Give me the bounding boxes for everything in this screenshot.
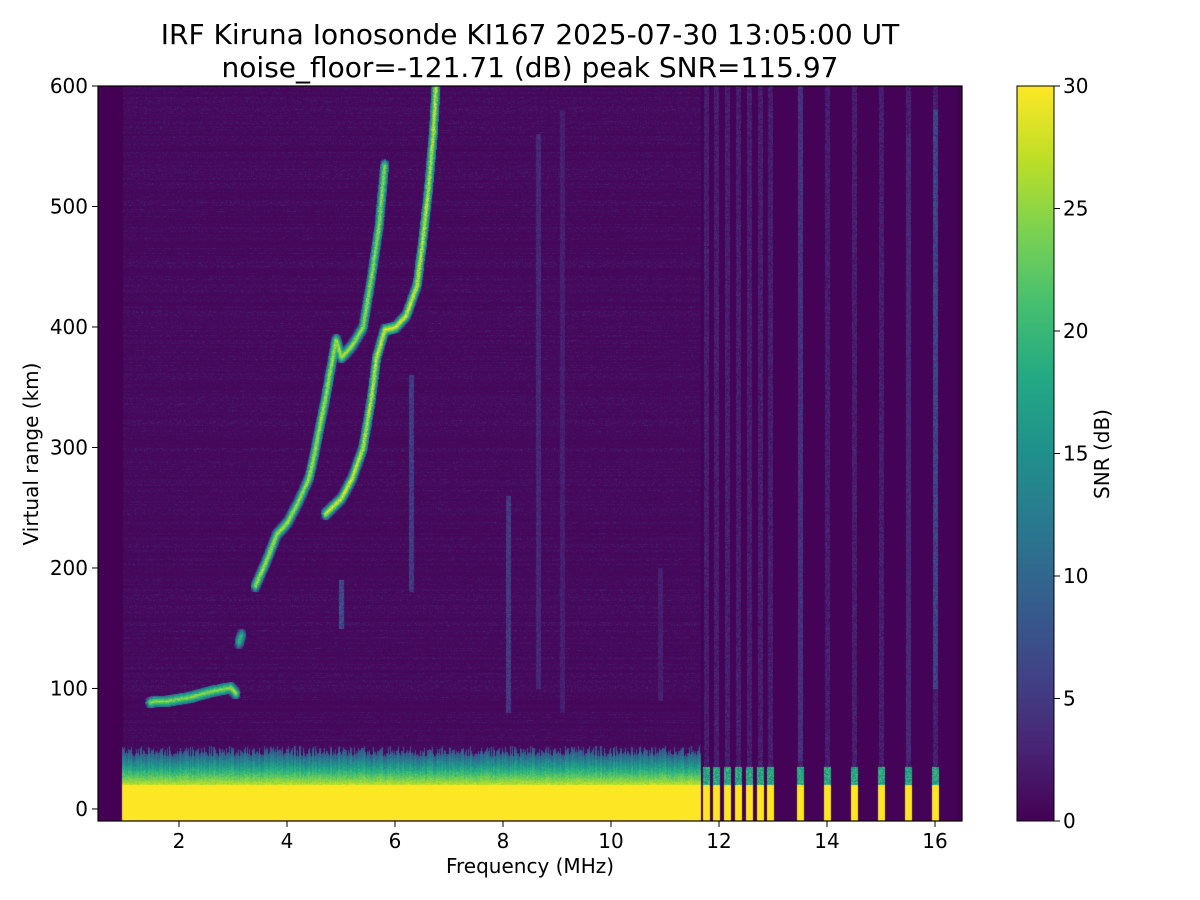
colorbar-tick-label: 5 — [1063, 687, 1076, 711]
x-tick-label: 6 — [389, 829, 402, 853]
colorbar-tick-label: 15 — [1063, 442, 1088, 466]
x-tick-label: 14 — [814, 829, 839, 853]
x-tick-label: 10 — [598, 829, 623, 853]
y-tick-label: 300 — [50, 435, 88, 459]
colorbar — [1016, 85, 1055, 822]
x-tick-label: 2 — [173, 829, 186, 853]
y-tick-label: 400 — [50, 315, 88, 339]
y-axis-ticks: 0 100 200 300 400 500 600 — [50, 74, 98, 821]
colorbar-label: SNR (dB) — [1090, 409, 1114, 499]
y-tick-label: 0 — [75, 797, 88, 821]
x-axis-ticks: 2 4 6 8 10 12 14 16 — [173, 821, 948, 853]
x-tick-label: 4 — [281, 829, 294, 853]
colorbar-tick-label: 10 — [1063, 564, 1088, 588]
y-axis-label: Virtual range (km) — [19, 363, 43, 546]
x-tick-label: 8 — [497, 829, 510, 853]
x-tick-label: 16 — [922, 829, 947, 853]
y-tick-label: 500 — [50, 194, 88, 218]
colorbar-tick-label: 0 — [1063, 809, 1076, 833]
y-tick-label: 100 — [50, 676, 88, 700]
plot-frame — [97, 85, 963, 822]
y-tick-label: 600 — [50, 74, 88, 98]
colorbar-tick-label: 30 — [1063, 74, 1088, 98]
x-tick-label: 12 — [706, 829, 731, 853]
y-tick-label: 200 — [50, 556, 88, 580]
heatmap-image — [98, 86, 962, 821]
chart-subtitle: noise_floor=-121.71 (dB) peak SNR=115.97 — [222, 51, 839, 84]
colorbar-tick-label: 20 — [1063, 319, 1088, 343]
chart-title: IRF Kiruna Ionosonde KI167 2025-07-30 13… — [161, 18, 900, 51]
colorbar-ticks: 0 5 10 15 20 25 30 — [1054, 74, 1088, 833]
x-axis-label: Frequency (MHz) — [446, 854, 614, 878]
colorbar-tick-label: 25 — [1063, 197, 1088, 221]
